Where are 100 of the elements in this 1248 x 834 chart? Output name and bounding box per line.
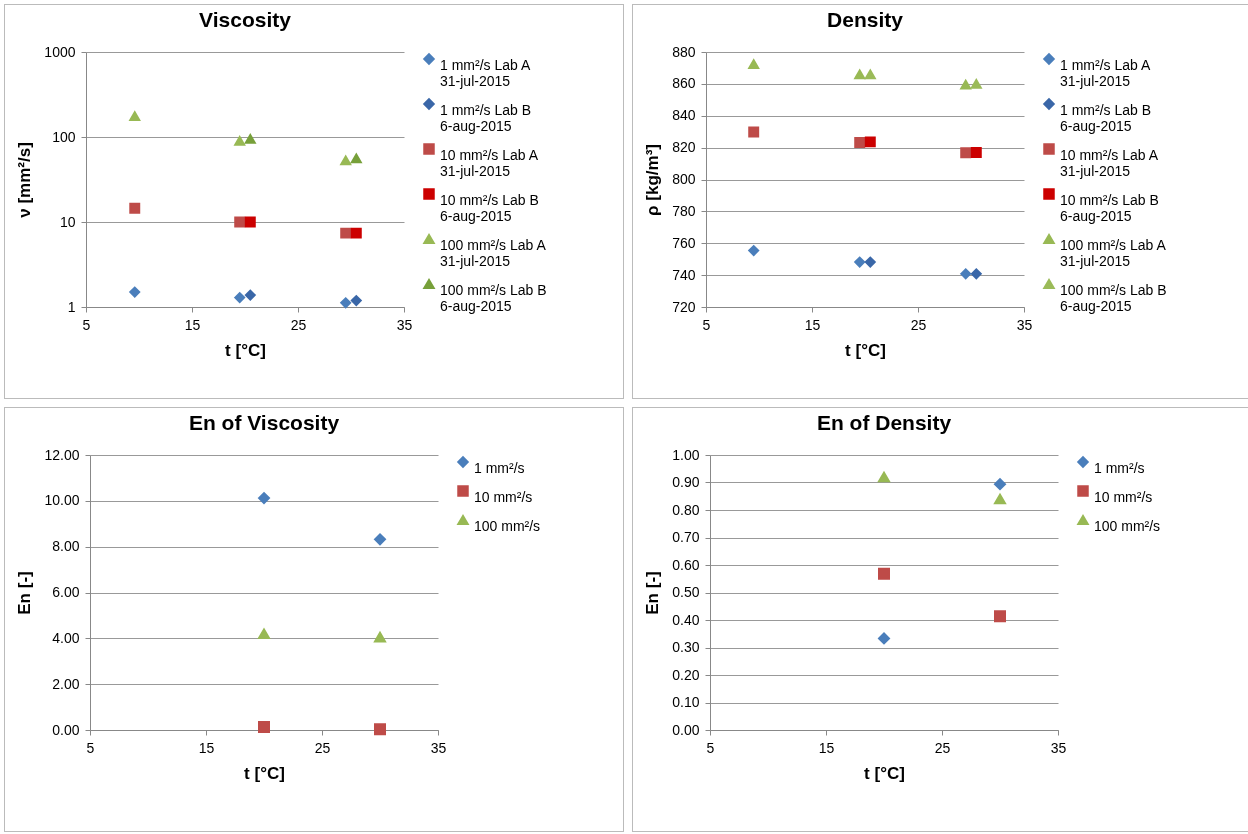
x-tick-label: 5 bbox=[702, 316, 711, 333]
point bbox=[960, 268, 972, 280]
y-tick-label: 6.00 bbox=[52, 584, 80, 600]
point bbox=[350, 295, 362, 307]
y-tick-label: 0.90 bbox=[672, 474, 700, 490]
legend-label: 10 mm²/s bbox=[1094, 489, 1153, 505]
x-axis-title: t [°C] bbox=[845, 340, 886, 360]
x-tick-label: 35 bbox=[1016, 316, 1033, 333]
x-tick-label: 15 bbox=[804, 316, 821, 333]
point bbox=[244, 216, 256, 228]
point bbox=[374, 533, 386, 546]
y-tick-label: 10.00 bbox=[44, 492, 80, 509]
y-tick-label: 0.70 bbox=[672, 529, 700, 545]
point bbox=[350, 227, 362, 239]
y-tick-label: 0.50 bbox=[672, 584, 700, 600]
point bbox=[960, 147, 972, 159]
point bbox=[234, 136, 246, 146]
y-tick-label: 0.20 bbox=[672, 666, 700, 683]
legend-label: 1 mm²/s Lab B 6-aug-2015 bbox=[440, 102, 532, 134]
x-tick-label: 35 bbox=[396, 316, 413, 333]
y-tick-label: 2.00 bbox=[52, 675, 80, 692]
x-tick-label: 5 bbox=[82, 316, 91, 333]
point bbox=[854, 69, 866, 80]
y-tick-label: 820 bbox=[672, 139, 696, 156]
point bbox=[970, 79, 982, 89]
y-tick-label: 0.60 bbox=[672, 556, 700, 573]
y-tick-label: 880 bbox=[672, 43, 696, 60]
y-axis-title: En [-] bbox=[643, 571, 663, 615]
y-tick-label: 840 bbox=[672, 107, 696, 124]
y-tick-label: 8.00 bbox=[52, 538, 80, 555]
y-tick-label: 0.10 bbox=[672, 694, 700, 710]
point bbox=[244, 134, 256, 144]
x-tick-label: 25 bbox=[934, 739, 951, 756]
y-tick-label: 800 bbox=[672, 171, 696, 187]
legend-label: 1 mm²/s Lab A 31-jul-2015 bbox=[440, 57, 531, 89]
point bbox=[878, 567, 890, 580]
point bbox=[129, 111, 141, 121]
y-tick-label: 1 bbox=[67, 298, 76, 315]
x-axis-title: t [°C] bbox=[244, 763, 285, 783]
point bbox=[340, 297, 352, 309]
legend-label: 10 mm²/s Lab B 6-aug-2015 bbox=[440, 192, 539, 224]
point bbox=[864, 136, 876, 148]
legend-label: 100 mm²/s bbox=[474, 518, 541, 534]
point bbox=[129, 286, 141, 298]
legend-label: 100 mm²/s Lab B 6-aug-2015 bbox=[1060, 282, 1167, 314]
legend-label: 10 mm²/s Lab B 6-aug-2015 bbox=[1060, 192, 1159, 224]
chart-title: Density bbox=[827, 8, 904, 31]
legend-label: 1 mm²/s bbox=[1094, 460, 1145, 476]
x-tick-label: 25 bbox=[910, 316, 927, 333]
chart-title: En of Density bbox=[816, 411, 952, 434]
point bbox=[374, 723, 386, 736]
y-tick-label: 760 bbox=[672, 234, 696, 251]
y-tick-label: 860 bbox=[672, 75, 696, 92]
y-axis-title: En [-] bbox=[15, 571, 35, 615]
point bbox=[340, 155, 352, 166]
point bbox=[748, 59, 760, 69]
legend-label: 10 mm²/s Lab A 31-jul-2015 bbox=[1060, 147, 1159, 179]
x-tick-label: 15 bbox=[818, 739, 835, 756]
point bbox=[878, 632, 890, 645]
point bbox=[234, 292, 246, 304]
x-tick-label: 35 bbox=[1050, 739, 1067, 756]
y-tick-label: 0.00 bbox=[672, 721, 700, 738]
y-axis-title: ν [mm²/s] bbox=[15, 142, 35, 218]
x-tick-label: 5 bbox=[706, 739, 715, 756]
point bbox=[878, 471, 890, 483]
x-tick-label: 35 bbox=[430, 739, 447, 756]
x-axis-title: t [°C] bbox=[225, 340, 266, 360]
y-tick-label: 0.30 bbox=[672, 639, 700, 655]
y-tick-label: 0.40 bbox=[672, 611, 700, 628]
point bbox=[854, 137, 866, 148]
y-tick-label: 1000 bbox=[44, 43, 76, 60]
x-tick-label: 25 bbox=[290, 316, 307, 333]
legend-label: 1 mm²/s bbox=[474, 460, 525, 476]
x-tick-label: 25 bbox=[314, 739, 331, 756]
legend-label: 100 mm²/s Lab A 31-jul-2015 bbox=[1060, 237, 1167, 269]
y-tick-label: 0.00 bbox=[52, 721, 80, 738]
point bbox=[994, 610, 1006, 623]
point bbox=[258, 628, 270, 640]
y-tick-label: 740 bbox=[672, 266, 696, 283]
point bbox=[350, 153, 362, 164]
point bbox=[258, 721, 270, 734]
point bbox=[234, 216, 246, 228]
legend-label: 1 mm²/s Lab A 31-jul-2015 bbox=[1060, 57, 1151, 89]
point bbox=[970, 146, 982, 158]
legend-label: 100 mm²/s Lab A 31-jul-2015 bbox=[440, 237, 547, 269]
x-tick-label: 5 bbox=[86, 739, 95, 756]
y-tick-label: 780 bbox=[672, 202, 696, 219]
y-tick-label: 0.80 bbox=[672, 501, 700, 518]
y-axis-title: ρ [kg/m³] bbox=[643, 144, 663, 216]
point bbox=[748, 126, 760, 138]
point bbox=[129, 202, 141, 214]
y-tick-label: 4.00 bbox=[52, 629, 80, 646]
point bbox=[994, 493, 1006, 505]
legend-label: 100 mm²/s Lab B 6-aug-2015 bbox=[440, 282, 547, 314]
x-tick-label: 15 bbox=[198, 739, 215, 756]
point bbox=[748, 245, 760, 257]
point bbox=[970, 268, 982, 280]
point bbox=[854, 256, 866, 268]
x-axis-title: t [°C] bbox=[864, 763, 905, 783]
x-tick-label: 15 bbox=[184, 316, 201, 333]
